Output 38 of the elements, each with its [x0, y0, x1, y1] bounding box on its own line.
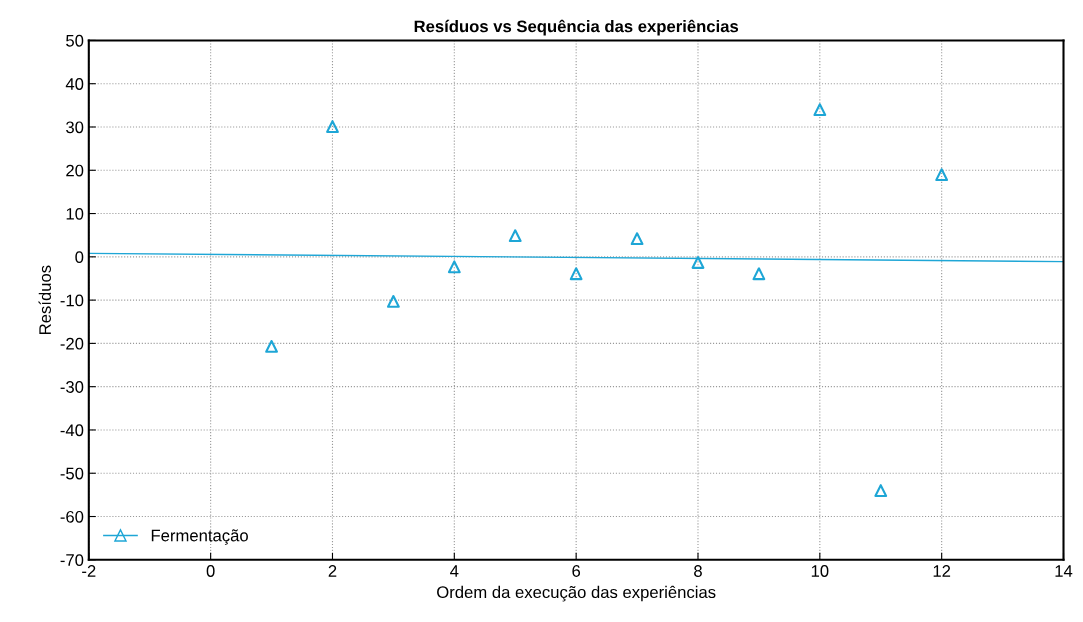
x-tick-label: 10 [811, 565, 829, 577]
x-tick-label: 8 [694, 565, 702, 577]
y-tick-label: 20 [66, 164, 84, 177]
y-tick-label: -70 [60, 554, 84, 566]
point [813, 103, 827, 117]
x-axis-title: Ordem da execução das experiências [437, 585, 716, 602]
point [326, 120, 339, 133]
x-tick-label: 2 [328, 565, 337, 577]
point [265, 340, 278, 353]
x-tick-label: 14 [1055, 565, 1073, 577]
point [386, 294, 400, 308]
y-tick-label: 40 [65, 78, 84, 90]
x-tick-label: 0 [206, 565, 215, 577]
y-tick-label: 0 [75, 251, 84, 264]
x-tick-label: 6 [572, 565, 581, 577]
y-tick-label: -30 [60, 381, 84, 393]
y-tick-label: -50 [60, 467, 84, 480]
legend-label: Fermentação [151, 529, 248, 545]
y-tick-label: -20 [60, 337, 84, 350]
y-tick-label: -40 [60, 424, 84, 437]
y-tick-label: 10 [66, 207, 84, 220]
point [935, 168, 949, 182]
y-tick-label: -60 [60, 510, 84, 523]
point [447, 260, 461, 274]
point [691, 256, 705, 269]
x-tick-label: 12 [933, 565, 951, 577]
y-tick-label: -10 [60, 294, 84, 307]
y-tick-label: 30 [66, 121, 84, 134]
point [630, 232, 644, 246]
point [752, 267, 766, 281]
point [569, 267, 583, 281]
x-tick-label: -2 [82, 565, 96, 577]
point [508, 229, 522, 243]
point [874, 484, 888, 497]
y-axis-title: Resíduos [38, 265, 52, 334]
x-tick-label: 4 [450, 565, 459, 577]
chart-title: Resíduos vs Sequência das experiências [414, 19, 739, 36]
y-tick-label: 50 [66, 34, 84, 47]
